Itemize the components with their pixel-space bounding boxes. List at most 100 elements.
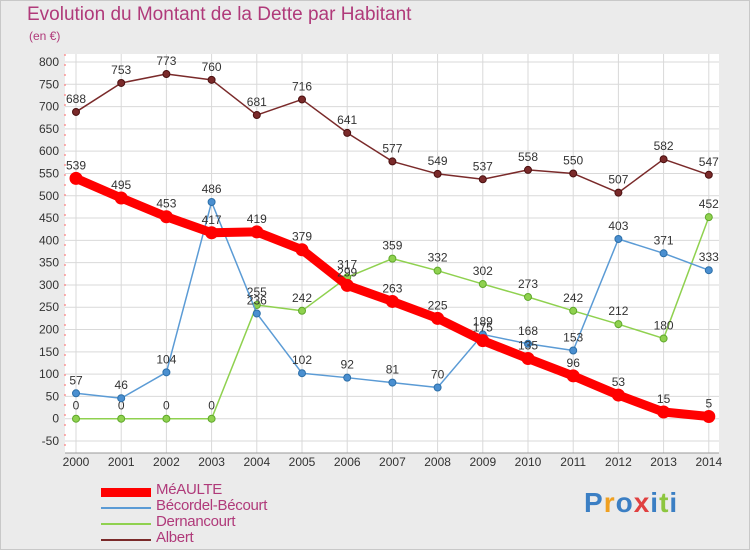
data-point-m-aulte — [385, 294, 399, 308]
x-tick-label: 2009 — [469, 455, 496, 469]
data-label-m-aulte: 5 — [705, 396, 712, 410]
data-point-albert — [117, 78, 126, 87]
data-point-dernancourt — [298, 306, 306, 315]
data-label-dernancourt: 0 — [118, 399, 125, 413]
x-tick-label: 2005 — [289, 455, 316, 469]
data-label-albert: 537 — [473, 159, 493, 173]
data-label-dernancourt: 242 — [563, 291, 583, 305]
data-label-dernancourt: 255 — [247, 285, 267, 299]
data-point-m-aulte — [250, 225, 264, 239]
data-point-dernancourt — [704, 213, 713, 222]
data-point-m-aulte — [69, 171, 83, 185]
y-tick-label: 150 — [39, 345, 59, 359]
data-point-dernancourt — [478, 280, 487, 289]
data-point-m-aulte — [611, 388, 625, 402]
data-point-m-aulte — [205, 226, 219, 240]
data-label-dernancourt: 273 — [518, 277, 538, 291]
logo-letter: P — [584, 487, 604, 518]
data-label-b-cordel-b-court: 189 — [473, 314, 493, 328]
data-point-dernancourt — [614, 320, 623, 329]
data-label-dernancourt: 180 — [654, 318, 674, 332]
data-point-dernancourt — [162, 414, 171, 423]
data-point-albert — [252, 111, 261, 120]
data-label-m-aulte: 96 — [567, 356, 581, 370]
data-point-m-aulte — [566, 369, 580, 383]
proxiti-logo: Proxiti — [584, 487, 678, 519]
x-tick-label: 2008 — [424, 455, 451, 469]
data-label-albert: 773 — [156, 54, 176, 68]
data-point-b-cordel-b-court — [569, 346, 578, 355]
y-tick-label: 650 — [39, 122, 59, 136]
data-label-b-cordel-b-court: 168 — [518, 324, 538, 338]
data-point-albert — [433, 169, 442, 178]
data-label-dernancourt: 0 — [208, 399, 215, 413]
x-tick-label: 2013 — [650, 455, 677, 469]
data-point-dernancourt — [388, 254, 397, 263]
data-label-albert: 550 — [563, 153, 583, 167]
data-point-albert — [207, 75, 216, 84]
data-point-dernancourt — [569, 306, 578, 315]
data-point-albert — [659, 155, 668, 164]
y-tick-label: 300 — [39, 278, 59, 292]
x-tick-label: 2007 — [379, 455, 406, 469]
data-label-m-aulte: 135 — [518, 339, 538, 353]
data-point-albert — [478, 175, 487, 184]
data-label-albert: 549 — [428, 154, 448, 168]
data-point-m-aulte — [431, 311, 445, 325]
data-label-dernancourt: 452 — [699, 197, 719, 211]
data-point-b-cordel-b-court — [524, 339, 532, 348]
data-label-b-cordel-b-court: 92 — [341, 358, 355, 372]
data-label-albert: 716 — [292, 79, 312, 93]
data-label-b-cordel-b-court: 153 — [563, 330, 583, 344]
data-point-b-cordel-b-court — [343, 373, 352, 382]
data-label-m-aulte: 495 — [111, 178, 131, 192]
data-point-m-aulte — [340, 278, 354, 292]
y-tick-label: 750 — [39, 77, 59, 91]
data-label-m-aulte: 453 — [156, 197, 176, 211]
y-tick-label: 800 — [39, 55, 59, 69]
data-label-dernancourt: 359 — [382, 239, 402, 253]
x-tick-label: 2001 — [108, 455, 135, 469]
logo-letter: t — [659, 487, 670, 518]
legend-label: MéAULTE — [156, 481, 222, 498]
y-tick-label: 600 — [39, 144, 59, 158]
data-point-b-cordel-b-court — [117, 394, 126, 403]
y-tick-label: 350 — [39, 256, 59, 270]
data-point-b-cordel-b-court — [298, 369, 306, 378]
data-label-m-aulte: 53 — [612, 375, 626, 389]
data-label-m-aulte: 225 — [428, 298, 448, 312]
data-point-m-aulte — [521, 352, 535, 366]
y-tick-label: 450 — [39, 211, 59, 225]
y-tick-label: 250 — [39, 300, 59, 314]
data-point-m-aulte — [476, 334, 490, 348]
legend-swatch — [101, 507, 151, 509]
data-point-albert — [72, 107, 80, 116]
data-label-b-cordel-b-court: 57 — [69, 373, 83, 387]
y-tick-label: 550 — [39, 166, 59, 180]
logo-letter: i — [650, 487, 660, 518]
data-label-b-cordel-b-court: 102 — [292, 353, 312, 367]
data-point-albert — [569, 169, 578, 178]
x-tick-label: 2014 — [695, 455, 722, 469]
y-tick-label: 100 — [39, 367, 59, 381]
y-tick-label: 200 — [39, 323, 59, 337]
data-label-m-aulte: 539 — [66, 158, 86, 172]
data-point-b-cordel-b-court — [72, 389, 80, 398]
data-label-dernancourt: 302 — [473, 264, 493, 278]
data-point-albert — [388, 157, 397, 166]
data-label-m-aulte: 417 — [202, 213, 222, 227]
data-label-albert: 760 — [202, 60, 222, 74]
y-tick-label: 500 — [39, 189, 59, 203]
data-point-m-aulte — [159, 210, 173, 224]
data-point-m-aulte — [657, 405, 671, 419]
data-label-dernancourt: 0 — [163, 399, 170, 413]
data-label-m-aulte: 15 — [657, 392, 671, 406]
x-tick-label: 2004 — [243, 455, 270, 469]
logo-letter: x — [633, 487, 651, 518]
chart-unit-label: (en €) — [29, 29, 61, 43]
y-tick-label: 700 — [39, 100, 59, 114]
data-point-albert — [162, 70, 171, 79]
x-tick-label: 2003 — [198, 455, 225, 469]
x-tick-label: 2010 — [515, 455, 542, 469]
data-label-b-cordel-b-court: 104 — [156, 352, 176, 366]
